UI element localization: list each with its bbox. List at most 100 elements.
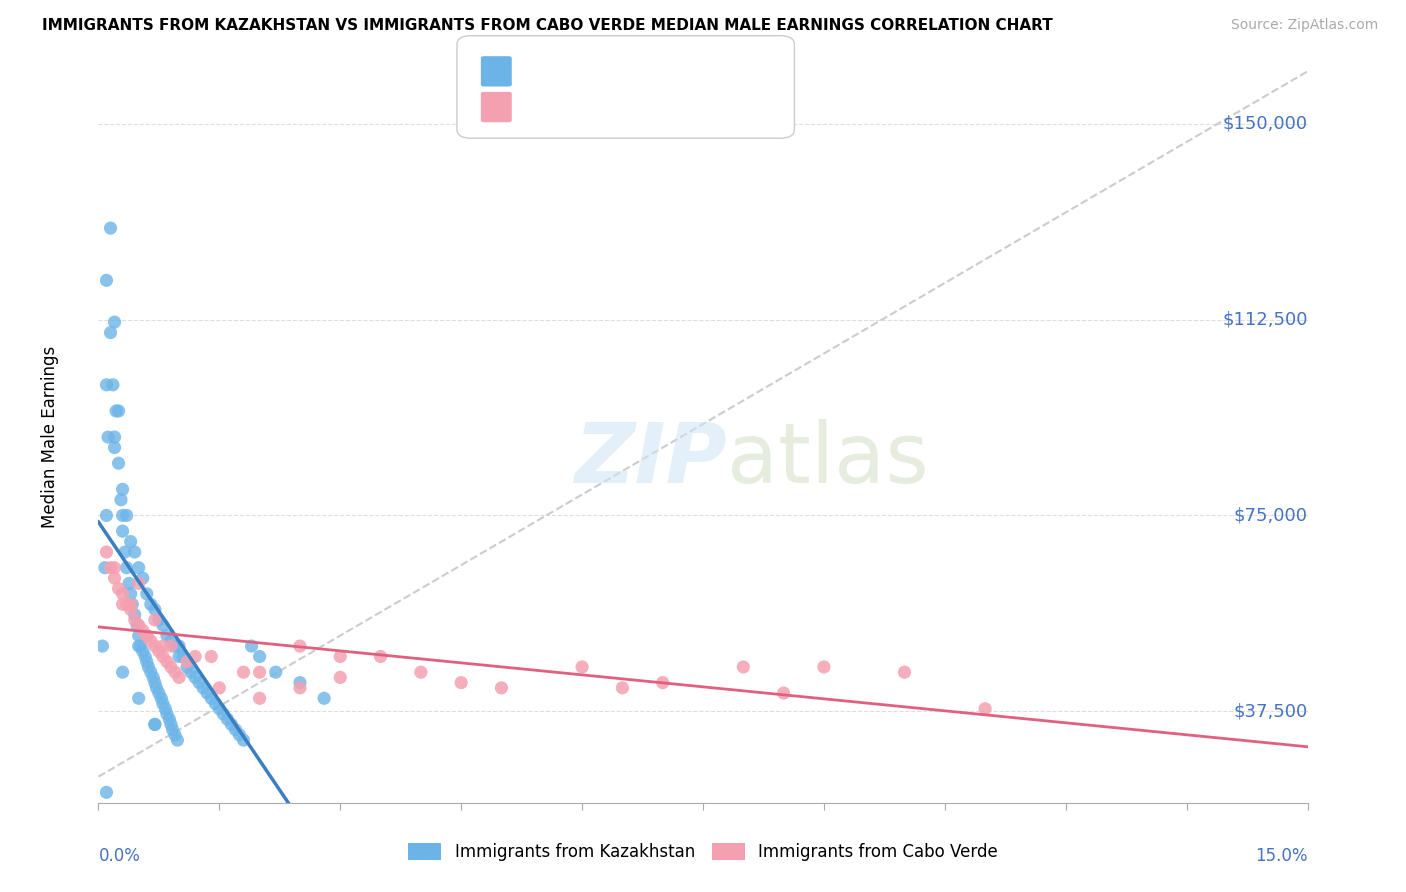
Point [571,660,593,674]
Point [156,706,179,721]
Point [103,560,125,574]
Point [134,649,156,664]
Point [232,733,254,747]
Point [167,649,190,664]
Point [160,717,183,731]
Point [184,670,207,684]
Point [143,613,166,627]
Text: R =  0.242  N = 89: R = 0.242 N = 89 [517,62,675,79]
Point [160,660,183,674]
Point [156,655,179,669]
Point [450,675,472,690]
Point [409,665,432,680]
Text: R = -0.276  N = 50: R = -0.276 N = 50 [517,97,675,115]
Point [100,560,122,574]
Point [128,639,150,653]
Point [128,576,150,591]
Point [150,691,173,706]
Text: Median Male Earnings: Median Male Earnings [41,346,59,528]
Point [733,660,755,674]
Point [148,686,170,700]
Point [163,639,186,653]
Text: 15.0%: 15.0% [1256,847,1308,864]
Point [152,649,174,664]
Point [152,697,174,711]
Point [288,639,311,653]
Point [94,560,117,574]
Point [139,597,162,611]
Point [264,665,287,680]
Point [167,670,190,684]
Point [96,377,118,392]
Point [111,587,134,601]
Point [180,665,202,680]
Point [107,404,129,418]
Point [370,649,392,664]
Point [114,545,136,559]
Point [184,649,207,664]
Point [120,602,142,616]
Point [132,571,155,585]
Point [152,639,174,653]
Point [491,681,513,695]
Point [155,702,177,716]
Point [288,675,311,690]
Point [193,681,215,695]
Point [212,706,235,721]
Point [110,492,132,507]
Point [96,508,118,523]
Point [143,602,166,616]
Point [813,660,835,674]
Point [143,717,166,731]
Point [172,649,194,664]
Point [135,629,157,643]
Point [120,587,142,601]
Point [132,624,155,638]
Text: ZIP: ZIP [575,418,727,500]
Point [111,597,134,611]
Point [135,655,157,669]
Point [176,655,198,669]
Point [111,524,134,538]
Point [208,681,231,695]
Point [232,665,254,680]
Point [129,639,152,653]
Point [97,430,120,444]
Point [148,644,170,658]
Point [135,587,157,601]
Point [204,697,226,711]
Point [249,665,271,680]
Text: $75,000: $75,000 [1233,507,1308,524]
Point [124,613,146,627]
Point [329,649,352,664]
Point [143,639,166,653]
Point [111,483,134,497]
Point [115,508,138,523]
Point [166,733,188,747]
Point [121,597,143,611]
Point [195,686,218,700]
Text: $37,500: $37,500 [1233,702,1308,721]
Point [612,681,634,695]
Point [228,728,250,742]
Point [101,377,124,392]
Text: 0.0%: 0.0% [98,847,141,864]
Point [224,723,246,737]
Point [115,597,138,611]
Point [148,613,170,627]
Point [91,639,114,653]
Point [120,534,142,549]
Point [103,441,125,455]
Point [127,618,149,632]
Legend: Immigrants from Kazakhstan, Immigrants from Cabo Verde: Immigrants from Kazakhstan, Immigrants f… [401,836,1005,868]
Point [200,691,222,706]
Text: atlas: atlas [727,418,929,500]
Point [314,691,336,706]
Point [103,571,125,585]
Point [96,785,118,799]
Point [138,660,160,674]
Point [132,644,155,658]
Point [288,681,311,695]
Point [162,723,184,737]
Point [128,629,150,643]
